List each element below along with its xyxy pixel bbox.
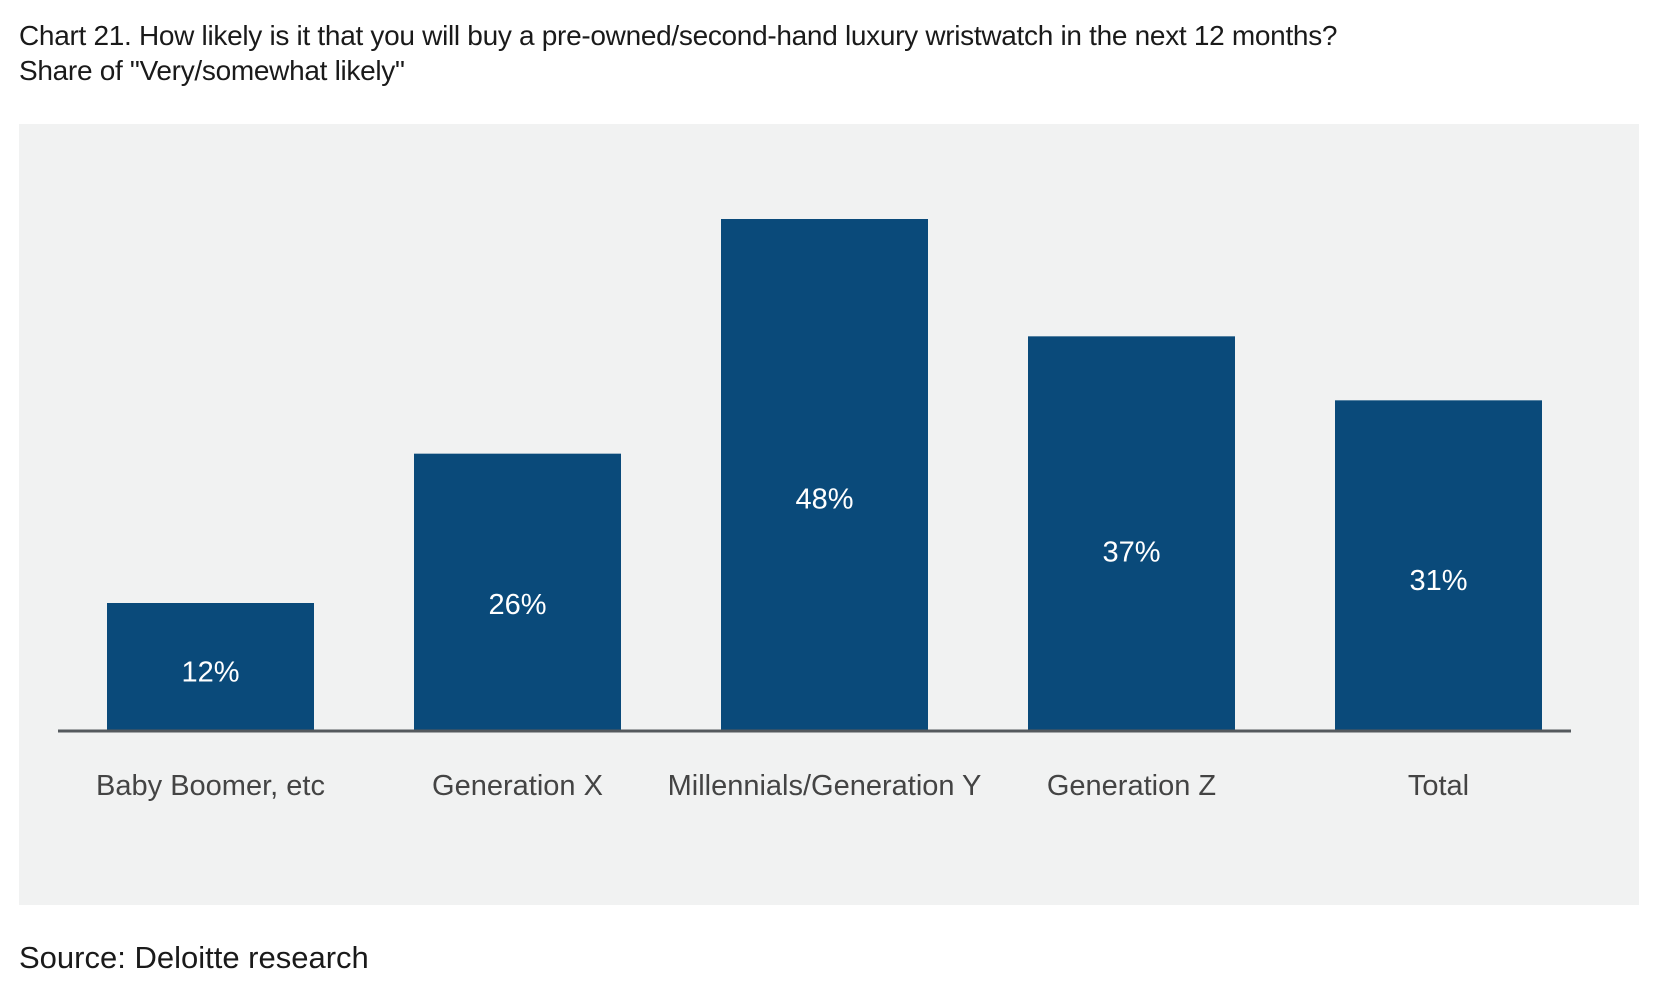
bar-value-label: 37% bbox=[1102, 536, 1160, 568]
x-tick-label: Baby Boomer, etc bbox=[96, 770, 325, 802]
x-tick-label: Generation X bbox=[432, 770, 603, 802]
x-tick-label: Generation Z bbox=[1047, 770, 1216, 802]
bar-value-label: 48% bbox=[795, 484, 853, 516]
bar-value-label: 26% bbox=[488, 589, 546, 621]
bar bbox=[721, 219, 928, 731]
chart-subtitle: Share of "Very/somewhat likely" bbox=[19, 55, 405, 86]
bar bbox=[1028, 336, 1235, 731]
bar bbox=[1335, 400, 1542, 731]
bar bbox=[107, 603, 314, 731]
bar bbox=[414, 453, 621, 731]
bar-value-label: 12% bbox=[181, 656, 239, 688]
chart-title: Chart 21. How likely is it that you will… bbox=[19, 18, 1337, 88]
x-tick-label: Millennials/Generation Y bbox=[668, 770, 982, 802]
source-note: Source: Deloitte research bbox=[19, 940, 369, 975]
chart-title-line: Chart 21. How likely is it that you will… bbox=[19, 20, 1338, 51]
x-tick-label: Total bbox=[1408, 770, 1469, 802]
bar-value-label: 31% bbox=[1409, 565, 1467, 597]
